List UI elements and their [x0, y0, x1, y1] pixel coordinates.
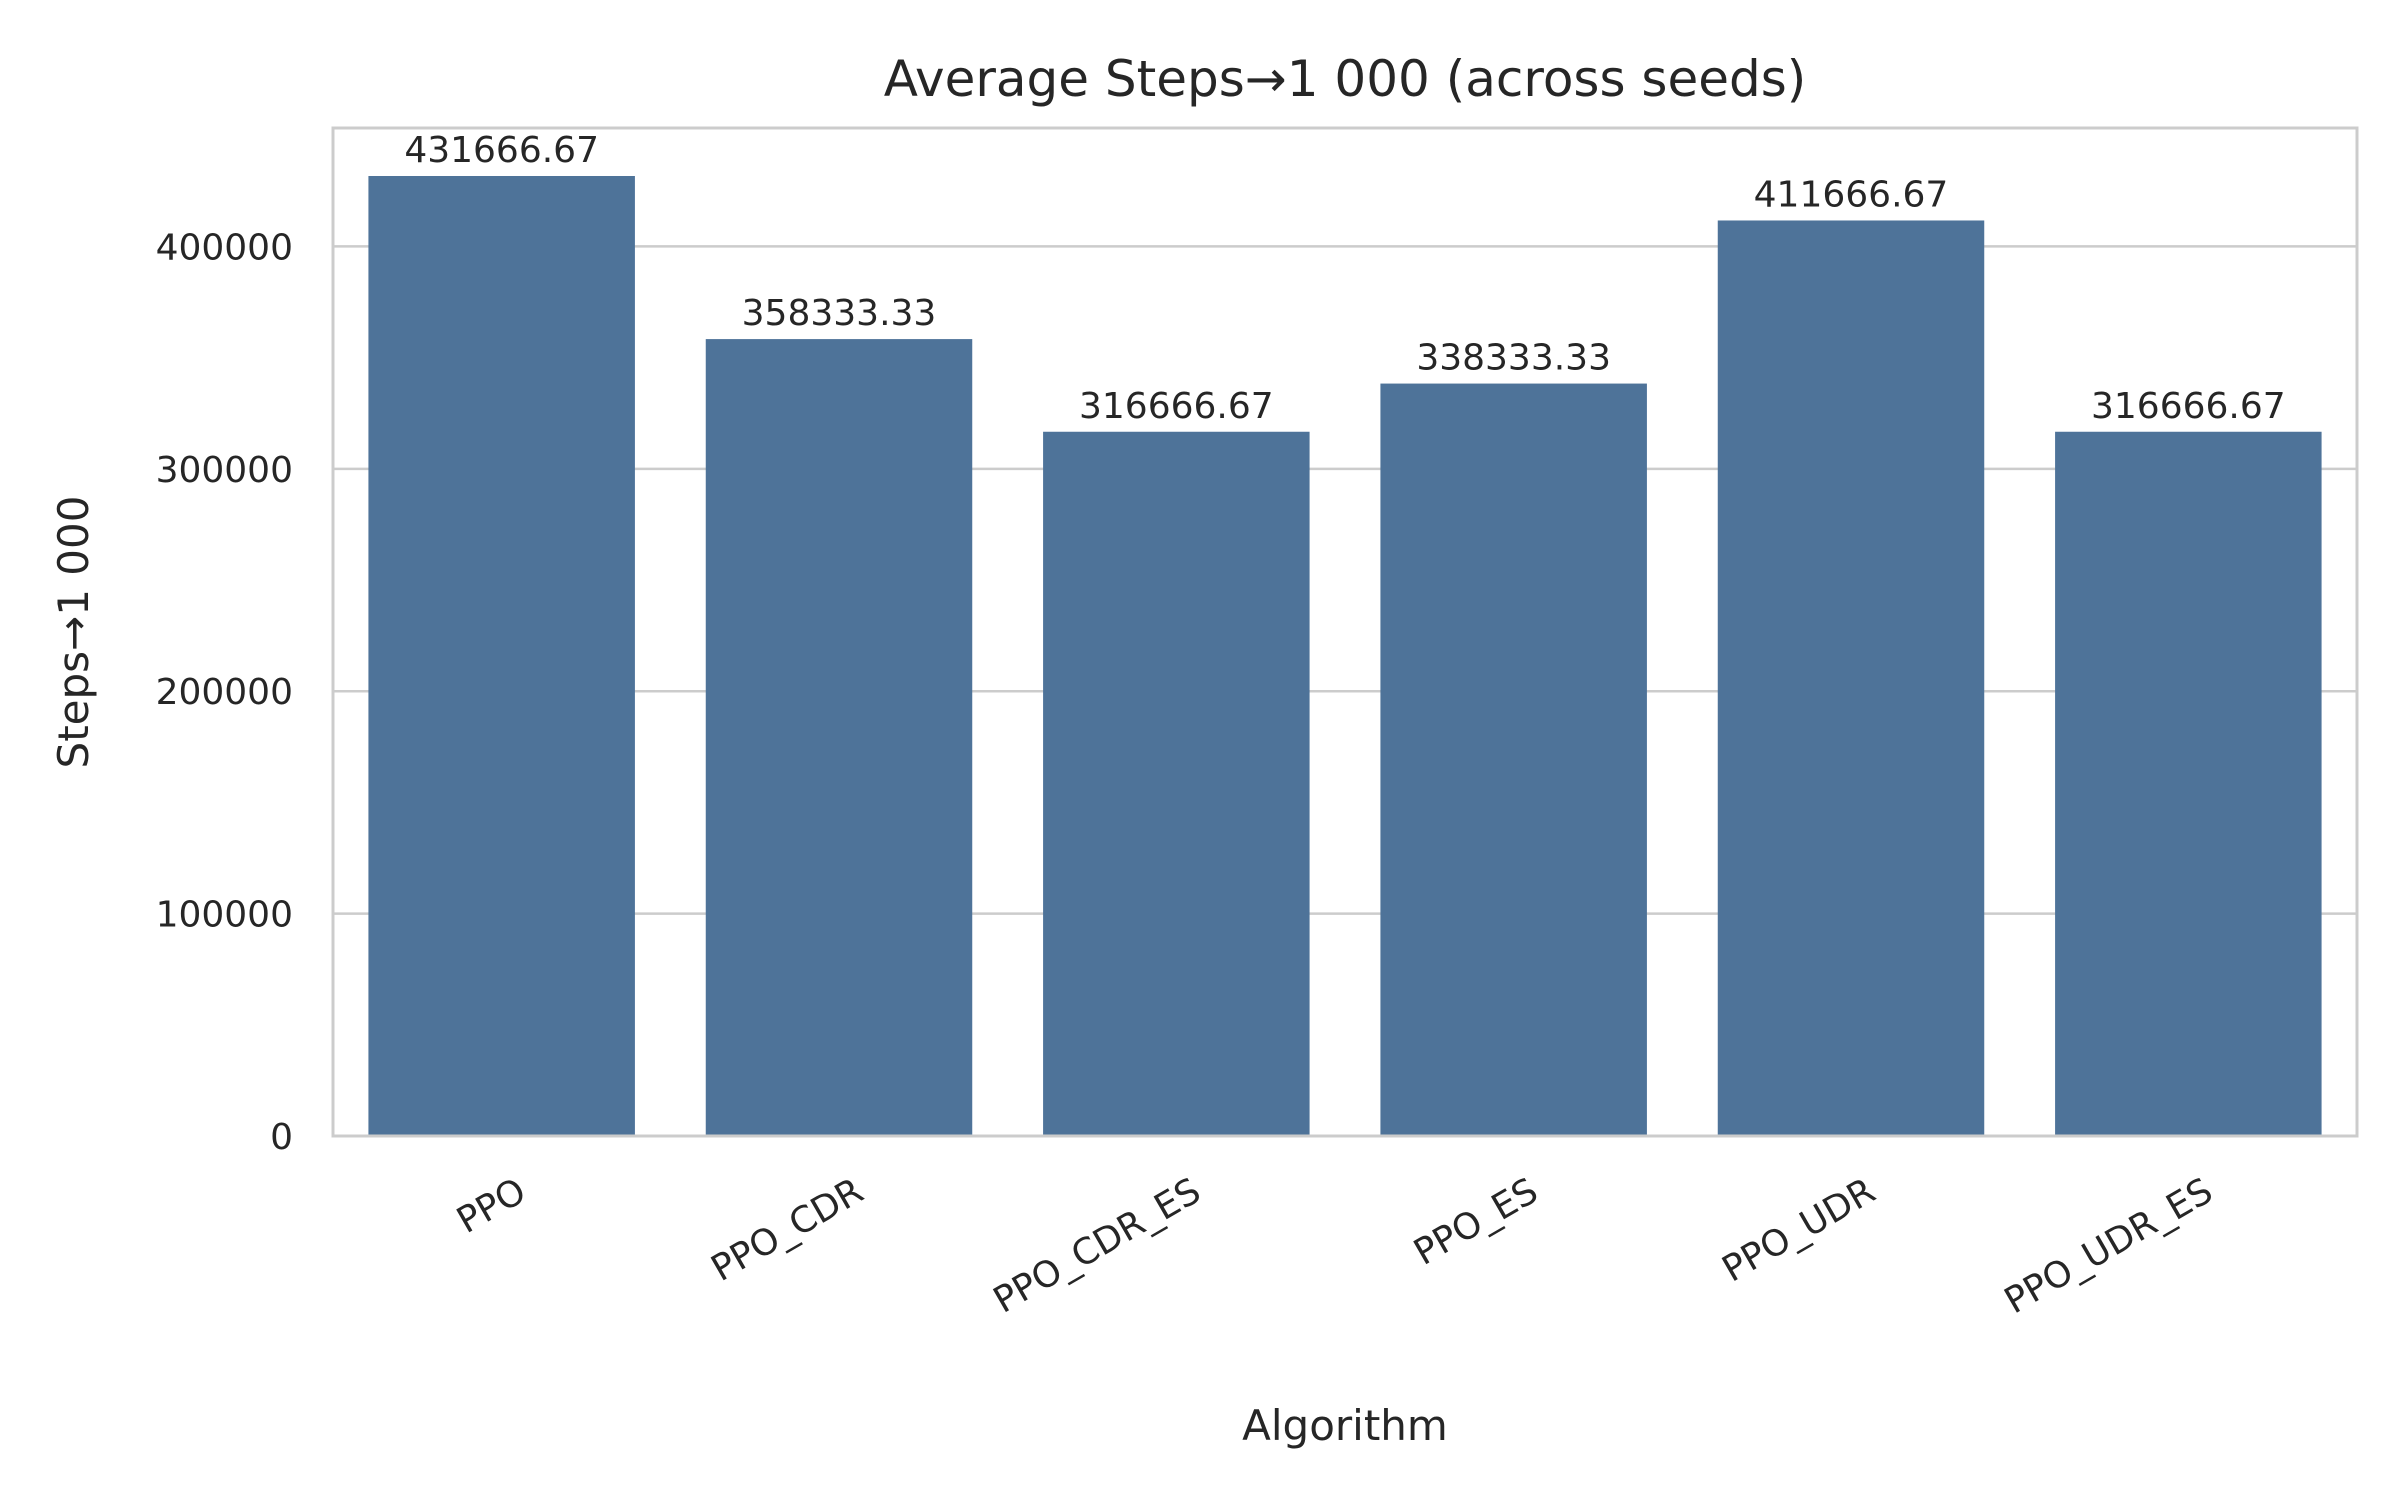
y-tick-label: 300000 [156, 450, 293, 491]
bar-value-label: 338333.33 [1416, 338, 1611, 379]
bar [705, 339, 973, 1136]
chart-title: Average Steps→1 000 (across seeds) [884, 50, 1807, 108]
bar-value-label: 411666.67 [1754, 174, 1949, 215]
bar-value-label: 316666.67 [2091, 386, 2286, 427]
bar [2055, 431, 2322, 1136]
y-tick-label: 100000 [156, 895, 293, 936]
bar-value-label: 316666.67 [1079, 386, 1274, 427]
y-axis-label: Steps→1 000 [49, 496, 98, 769]
y-tick-label: 400000 [156, 227, 293, 268]
bar [1717, 220, 1985, 1136]
bar-value-label: 358333.33 [742, 293, 937, 334]
data-labels: 431666.67 358333.33 316666.67 338333.33 4116… [404, 130, 2285, 427]
bars [368, 176, 2322, 1136]
y-tick-label: 0 [270, 1117, 293, 1158]
y-axis-ticks: 0 100000 200000 300000 400000 [156, 227, 293, 1158]
bar [1380, 383, 1647, 1136]
bar [368, 176, 635, 1136]
gridlines [333, 245, 2357, 915]
bar [1043, 431, 1310, 1136]
plot-frame [331, 126, 2359, 1138]
y-tick-label: 200000 [156, 672, 293, 713]
x-axis-label: Algorithm [1242, 1401, 1448, 1450]
bar-value-label: 431666.67 [404, 130, 599, 171]
